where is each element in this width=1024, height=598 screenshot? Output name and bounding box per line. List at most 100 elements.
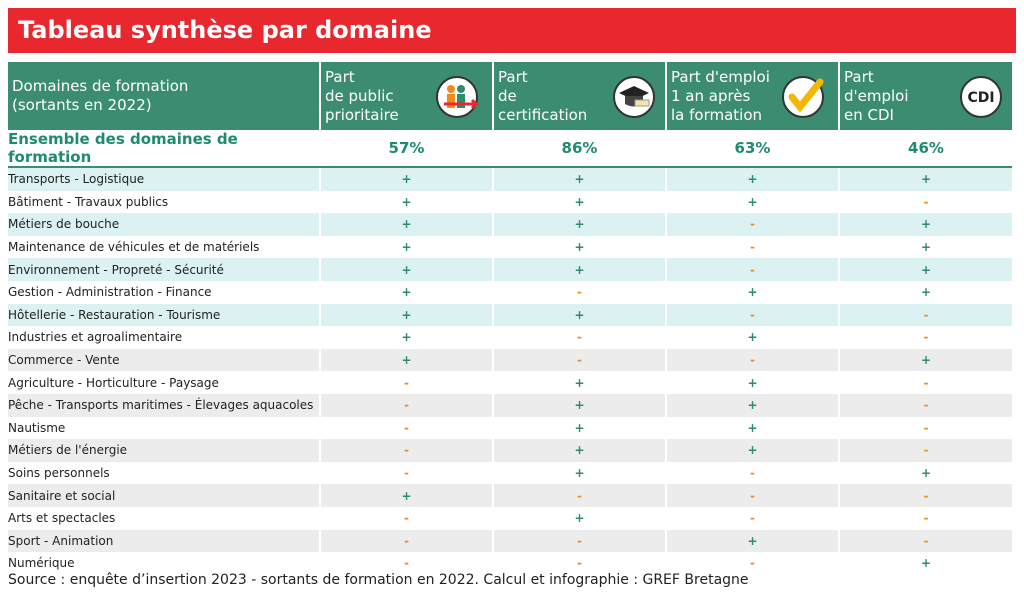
domain: Commerce - Vente: [8, 348, 321, 372]
indicator: -: [493, 529, 667, 553]
domain: Sanitaire et social: [8, 484, 321, 507]
header-row: Domaines de formation (sortants en 2022)…: [8, 62, 1012, 130]
indicator: -: [493, 552, 667, 575]
indicator: -: [493, 484, 667, 507]
domain: Pêche - Transports maritimes - Élevages …: [8, 393, 321, 417]
indicator: -: [666, 552, 840, 575]
summary-table: Domaines de formation (sortants en 2022)…: [8, 62, 1012, 575]
domain: Transports - Logistique: [8, 167, 321, 191]
row: Numérique - - - +: [8, 552, 1012, 575]
indicator: +: [666, 393, 840, 417]
total-cell: 86%: [493, 130, 667, 168]
total-cell: 63%: [666, 130, 840, 168]
indicator: -: [320, 416, 494, 440]
header-text: Part d'emploi en CDI: [844, 68, 909, 124]
title: Tableau synthèse par domaine: [8, 8, 1016, 53]
indicator: +: [320, 235, 494, 259]
domain: Arts et spectacles: [8, 506, 321, 530]
indicator: -: [493, 280, 667, 304]
indicator: +: [320, 258, 494, 281]
indicator: -: [666, 484, 840, 507]
indicator: +: [920, 285, 932, 300]
indicator: -: [666, 235, 840, 259]
row: Soins personnels - + - +: [8, 461, 1012, 485]
header-text: Part de certification: [498, 68, 588, 124]
indicator: +: [666, 371, 840, 394]
domain: Environnement - Propreté - Sécurité: [8, 258, 321, 281]
cdi-icon: CDI: [960, 76, 1002, 118]
indicator: +: [666, 280, 840, 304]
row: Arts et spectacles - + - -: [8, 506, 1012, 530]
domain: Maintenance de véhicules et de matériels: [8, 235, 321, 259]
domain: Agriculture - Horticulture - Paysage: [8, 371, 321, 394]
row: Métiers de l'énergie - + + -: [8, 439, 1012, 462]
row: Gestion - Administration - Finance + - + +: [8, 280, 1012, 304]
indicator: +: [493, 213, 667, 236]
domain: Hôtellerie - Restauration - Tourisme: [8, 303, 321, 327]
header-text: Part d'emploi 1 an après la formation: [671, 68, 770, 124]
indicator: +: [320, 280, 494, 304]
indicator: +: [493, 371, 667, 394]
header-text: Domaines de formation (sortants en 2022): [12, 77, 189, 114]
indicator: +: [666, 416, 840, 440]
indicator: +: [320, 348, 494, 372]
indicator: +: [493, 167, 667, 191]
indicator: +: [666, 529, 840, 553]
indicator: -: [666, 213, 840, 236]
header-cell: Part d'emploi 1 an après la formation: [666, 62, 840, 130]
indicator: -: [839, 393, 1012, 417]
indicator: -: [666, 303, 840, 327]
indicator: -: [320, 393, 494, 417]
indicator: -: [493, 326, 667, 349]
indicator: +: [320, 303, 494, 327]
indicator: -: [320, 439, 494, 462]
header-cell: Part de public prioritaire: [320, 62, 494, 130]
indicator: +: [839, 167, 1012, 191]
indicator: +: [493, 190, 667, 214]
row: Métiers de bouche + + - +: [8, 213, 1012, 236]
row: Transports - Logistique + + + +: [8, 167, 1012, 191]
indicator: -: [923, 330, 929, 345]
indicator: -: [320, 461, 494, 485]
indicator: +: [493, 506, 667, 530]
indicator: -: [923, 194, 929, 209]
indicator: +: [320, 190, 494, 214]
indicator: -: [839, 439, 1012, 462]
row: Sanitaire et social + - - -: [8, 484, 1012, 507]
domain: Sport - Animation: [8, 529, 321, 553]
indicator: -: [320, 552, 494, 575]
domain: Soins personnels: [8, 461, 321, 485]
header-cell: Part d'emploi en CDI CDI: [839, 62, 1012, 130]
indicator: +: [666, 439, 840, 462]
indicator: -: [839, 484, 1012, 507]
indicator: +: [666, 326, 840, 349]
domain: Bâtiment - Travaux publics: [8, 190, 321, 214]
indicator: +: [493, 393, 667, 417]
domain: Métiers de bouche: [8, 213, 321, 236]
indicator: +: [839, 258, 1012, 281]
domain: Nautisme: [8, 416, 321, 440]
indicator: -: [320, 529, 494, 553]
indicator: -: [493, 348, 667, 372]
indicator: -: [923, 511, 929, 526]
row: Commerce - Vente + - - +: [8, 348, 1012, 372]
domain: Gestion - Administration - Finance: [8, 280, 321, 304]
indicator: -: [320, 371, 494, 394]
indicator: +: [493, 303, 667, 327]
row: Environnement - Propreté - Sécurité + + - +: [8, 258, 1012, 281]
indicator: +: [493, 235, 667, 259]
indicator: -: [666, 461, 840, 485]
domain: Industries et agroalimentaire: [8, 326, 321, 349]
indicator: +: [839, 213, 1012, 236]
header-cell: Domaines de formation (sortants en 2022): [8, 62, 321, 130]
indicator: -: [666, 506, 840, 530]
row: Nautisme - + + -: [8, 416, 1012, 440]
indicator: +: [493, 461, 667, 485]
indicator: +: [493, 416, 667, 440]
indicator: +: [666, 190, 840, 214]
indicator: -: [923, 420, 929, 435]
indicator: -: [839, 529, 1012, 553]
total-row: Ensemble des domaines de formation 57% 86%…: [8, 130, 1012, 168]
indicator: -: [320, 506, 494, 530]
